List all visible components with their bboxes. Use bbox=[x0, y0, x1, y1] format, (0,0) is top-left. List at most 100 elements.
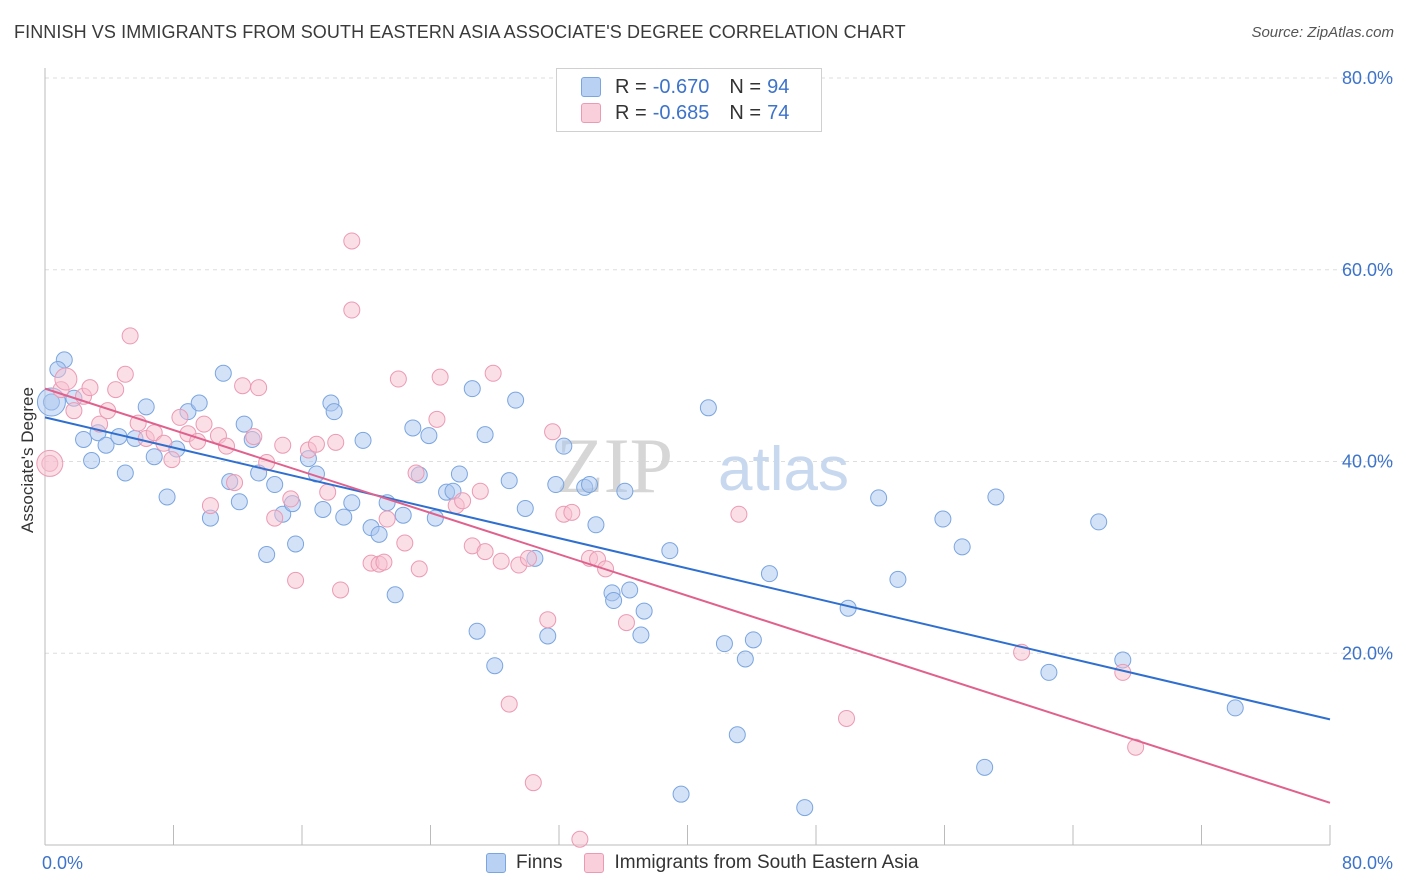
finns-point bbox=[976, 758, 994, 776]
finns-point bbox=[889, 570, 907, 588]
legend-r-value: -0.685 bbox=[652, 101, 710, 124]
finns-point bbox=[266, 476, 284, 494]
sea-point bbox=[287, 571, 305, 589]
x-tick-label: 80.0% bbox=[1342, 853, 1393, 873]
finns-point bbox=[635, 602, 653, 620]
sea-point bbox=[91, 415, 109, 433]
legend-row-sea: R = -0.685 N = 74 bbox=[581, 101, 789, 125]
finns-point bbox=[486, 657, 504, 675]
finns-point bbox=[235, 415, 253, 433]
legend-sea-label: Immigrants from South Eastern Asia bbox=[614, 852, 919, 873]
sea-point bbox=[492, 552, 510, 570]
finns-point bbox=[1226, 699, 1244, 717]
sea-point bbox=[389, 370, 407, 388]
sea-point bbox=[163, 451, 181, 469]
finns-point bbox=[335, 508, 353, 526]
finns-point bbox=[616, 482, 634, 500]
sea-point bbox=[36, 449, 64, 477]
legend-n-label: N = bbox=[729, 75, 762, 98]
sea-point bbox=[730, 505, 748, 523]
finns-point bbox=[145, 448, 163, 466]
watermark-zip: ZIP bbox=[556, 422, 673, 509]
finns-point bbox=[987, 488, 1005, 506]
finns-point bbox=[934, 510, 952, 528]
finns-point bbox=[728, 726, 746, 744]
finns-point bbox=[621, 581, 639, 599]
sea-point bbox=[563, 503, 581, 521]
sea-point bbox=[121, 327, 139, 345]
finns-point bbox=[661, 542, 679, 560]
sea-point bbox=[307, 435, 325, 453]
sea-swatch bbox=[581, 103, 601, 123]
sea-point bbox=[201, 497, 219, 515]
sea-point bbox=[332, 581, 350, 599]
finns-point bbox=[190, 394, 208, 412]
sea-point bbox=[571, 830, 589, 848]
finns-point bbox=[463, 380, 481, 398]
sea-point bbox=[476, 543, 494, 561]
legend-n-value: 94 bbox=[767, 75, 790, 98]
finns-point bbox=[736, 650, 754, 668]
finns-point bbox=[83, 452, 101, 470]
y-tick-label: 40.0% bbox=[1342, 452, 1393, 472]
sea-point bbox=[282, 490, 300, 508]
finns-point bbox=[404, 419, 422, 437]
finns-point bbox=[97, 436, 115, 454]
legend-finns-label: Finns bbox=[516, 852, 563, 873]
finns-trend-line bbox=[44, 416, 1331, 721]
sea-trend-line bbox=[44, 387, 1331, 804]
series-legend: Finns Immigrants from South Eastern Asia bbox=[486, 852, 941, 874]
finns-point bbox=[116, 464, 134, 482]
finns-point bbox=[468, 622, 486, 640]
x-tick-label: 0.0% bbox=[42, 853, 83, 873]
finns-point bbox=[547, 476, 565, 494]
legend-r-label: R = bbox=[615, 101, 647, 124]
finns-point bbox=[744, 631, 762, 649]
finns-point bbox=[370, 525, 388, 543]
sea-point bbox=[266, 509, 284, 527]
finns-point bbox=[287, 535, 305, 553]
sea-point bbox=[500, 695, 518, 713]
finns-point bbox=[1090, 513, 1108, 531]
y-tick-label: 80.0% bbox=[1342, 68, 1393, 88]
legend-r-label: R = bbox=[615, 75, 647, 98]
legend-r-value: -0.670 bbox=[652, 75, 710, 98]
sea-point bbox=[396, 534, 414, 552]
y-tick-label: 60.0% bbox=[1342, 260, 1393, 280]
finns-point bbox=[715, 635, 733, 653]
source-label: Source: ZipAtlas.com bbox=[1251, 24, 1394, 41]
sea-point bbox=[245, 428, 263, 446]
sea-point bbox=[343, 232, 361, 250]
sea-point bbox=[195, 415, 213, 433]
finns-point bbox=[158, 488, 176, 506]
finns-point bbox=[870, 489, 888, 507]
finns-point bbox=[214, 364, 232, 382]
finns-point bbox=[587, 516, 605, 534]
sea-point bbox=[617, 614, 635, 632]
sea-point bbox=[539, 611, 557, 629]
finns-point bbox=[75, 430, 93, 448]
sea-point bbox=[81, 379, 99, 397]
legend-n-label: N = bbox=[729, 101, 762, 124]
finns-point bbox=[516, 499, 534, 517]
sea-point bbox=[116, 365, 134, 383]
finns-point bbox=[555, 437, 573, 455]
sea-point bbox=[431, 368, 449, 386]
sea-point bbox=[226, 474, 244, 492]
finns-point bbox=[953, 538, 971, 556]
sea-point bbox=[375, 553, 393, 571]
legend-item-sea: Immigrants from South Eastern Asia bbox=[584, 852, 919, 874]
finns-point bbox=[1040, 663, 1058, 681]
sea-point bbox=[471, 482, 489, 500]
sea-point bbox=[319, 483, 337, 501]
legend-item-finns: Finns bbox=[486, 852, 562, 874]
finns-point bbox=[605, 592, 623, 610]
sea-point bbox=[343, 301, 361, 319]
sea-point bbox=[171, 408, 189, 426]
sea-point bbox=[65, 402, 83, 420]
sea-point bbox=[234, 377, 252, 395]
finns-point bbox=[450, 465, 468, 483]
finns-point bbox=[632, 626, 650, 644]
sea-point bbox=[484, 364, 502, 382]
